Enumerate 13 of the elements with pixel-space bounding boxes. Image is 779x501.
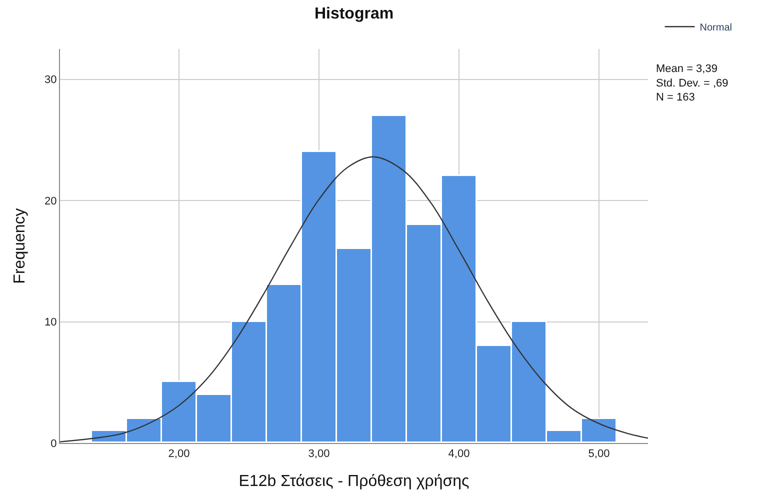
x-tick-label: 5,00 [588,448,610,460]
x-axis-title: E12b Στάσεις - Πρόθεση χρήσης [238,472,470,490]
legend-label: Normal [700,22,732,34]
chart-title: Histogram [314,6,394,23]
x-tick-label: 2,00 [168,448,190,460]
y-axis-title: Frequency [11,208,28,284]
text: Mean = 3,39 Std. Dev. = ,69 N = 163 [656,63,728,104]
x-tick-label: 3,00 [308,448,330,460]
y-tick-label: 30 [44,74,57,86]
y-tick-label: 10 [44,316,57,329]
y-tick-label: 20 [44,195,57,208]
y-tick-label: 0 [50,438,57,450]
x-tick-label: 4,00 [448,448,470,460]
